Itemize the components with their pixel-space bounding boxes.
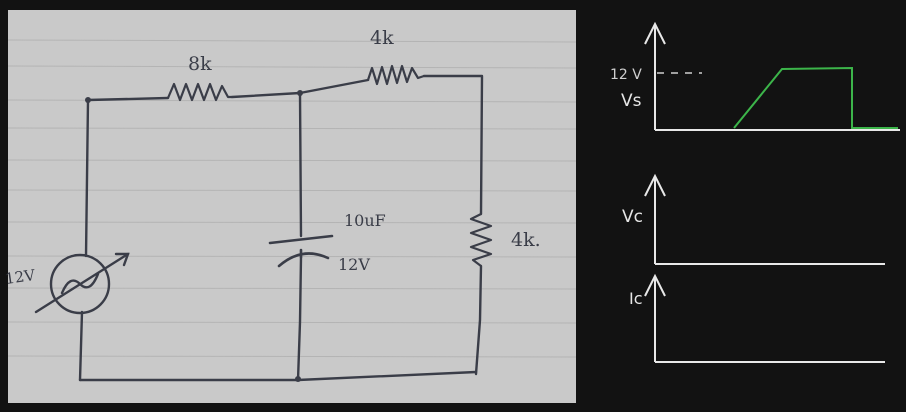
vs-waveform xyxy=(733,66,898,129)
vs-axis-label: Vs xyxy=(621,91,642,111)
ic-graph: Ic xyxy=(629,273,885,363)
resistor-4k-top xyxy=(366,64,425,86)
label-r-4k-right: 4k. xyxy=(511,229,541,251)
label-source-12v: 12V xyxy=(4,266,37,288)
label-cap-value: 10uF xyxy=(344,211,386,230)
paper-background xyxy=(8,10,576,403)
vs-graph: 12 V Vs xyxy=(610,21,900,131)
vc-axes xyxy=(644,173,885,265)
junction-dots xyxy=(85,90,303,382)
vs-level-label: 12 V xyxy=(610,67,642,83)
ic-axis-label: Ic xyxy=(629,289,643,308)
ic-axes xyxy=(644,273,885,363)
variable-voltage-source xyxy=(34,252,130,315)
resistor-8k xyxy=(166,82,232,102)
label-cap-voltage: 12V xyxy=(338,255,370,274)
label-r-8k: 8k xyxy=(188,53,212,75)
capacitor-symbol xyxy=(268,234,334,268)
circuit-photo: 12V 8k 4k 4k. 10uF 12V xyxy=(4,10,577,403)
resistor-4k-right xyxy=(469,213,493,267)
circuit-wires xyxy=(78,74,484,382)
vc-graph: Vc xyxy=(622,173,885,265)
vs-axes xyxy=(644,21,900,131)
label-r-4k-top: 4k xyxy=(370,27,394,49)
vc-axis-label: Vc xyxy=(622,207,643,227)
